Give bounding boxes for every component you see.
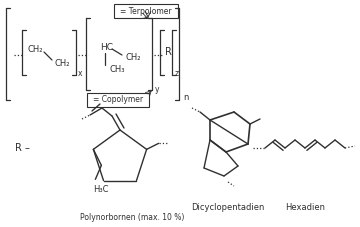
- Text: CH₃: CH₃: [110, 66, 126, 74]
- Text: x: x: [78, 69, 82, 79]
- Text: CH₂: CH₂: [125, 54, 141, 62]
- Text: CH₂: CH₂: [54, 59, 70, 67]
- Text: H₃C: H₃C: [94, 185, 109, 194]
- Text: R –: R –: [15, 143, 30, 153]
- Text: n: n: [183, 92, 189, 101]
- Text: R: R: [165, 47, 171, 57]
- Text: z: z: [175, 69, 179, 79]
- Text: CH₂: CH₂: [27, 45, 43, 54]
- FancyBboxPatch shape: [114, 4, 178, 18]
- FancyBboxPatch shape: [87, 93, 149, 107]
- Text: Polynorbornen (max. 10 %): Polynorbornen (max. 10 %): [80, 214, 184, 222]
- Text: y: y: [155, 84, 159, 94]
- Text: = Copolymer: = Copolymer: [93, 96, 143, 104]
- Text: Hexadien: Hexadien: [285, 202, 325, 212]
- Text: = Terpolomer: = Terpolomer: [120, 7, 172, 15]
- Text: Dicyclopentadien: Dicyclopentadien: [191, 202, 265, 212]
- Text: HC: HC: [100, 42, 113, 52]
